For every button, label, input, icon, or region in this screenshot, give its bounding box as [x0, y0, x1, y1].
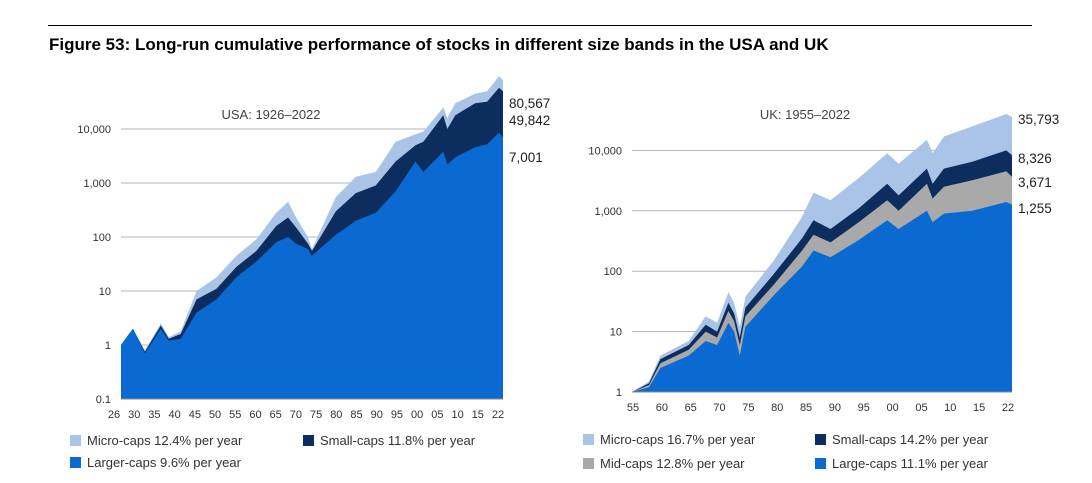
usa-x-tick-label: 95 — [391, 409, 403, 421]
usa-x-tick-label: 90 — [371, 409, 383, 421]
legend-swatch — [70, 457, 81, 468]
usa-y-tick-label: 100 — [93, 232, 111, 244]
uk-y-tick-label: 1,000 — [594, 206, 622, 218]
usa-x-tick-label: 05 — [431, 409, 443, 421]
top-rule — [48, 25, 1032, 26]
uk-y-tick-label: 10 — [610, 327, 622, 339]
uk-y-tick-label: 1 — [616, 387, 622, 399]
uk-x-tick-label: 00 — [886, 402, 898, 414]
uk-x-tick-label: 75 — [742, 402, 754, 414]
uk-x-tick-label: 10 — [944, 402, 956, 414]
uk-x-tick-label: 90 — [829, 402, 841, 414]
uk-x-tick-label: 95 — [858, 402, 870, 414]
usa-y-tick-label: 1,000 — [83, 178, 111, 190]
usa-end-label-micro: 80,567 — [509, 96, 550, 111]
legend-label: Mid-caps 12.8% per year — [600, 456, 745, 471]
uk-end-label-mid: 3,671 — [1018, 175, 1052, 190]
legend-label: Micro-caps 16.7% per year — [600, 432, 756, 447]
legend-label: Micro-caps 12.4% per year — [87, 433, 243, 448]
legend-label: Small-caps 11.8% per year — [320, 433, 476, 448]
uk-legend-small: Small-caps 14.2% per year — [815, 432, 988, 447]
uk-end-label-micro: 35,793 — [1018, 112, 1059, 127]
usa-x-tick-label: 30 — [128, 409, 140, 421]
uk-y-tick-label: 10,000 — [588, 145, 622, 157]
usa-panel-title: USA: 1926–2022 — [221, 107, 320, 122]
usa-x-tick-label: 15 — [472, 409, 484, 421]
usa-end-label-large: 7,001 — [509, 150, 543, 165]
uk-x-tick-label: 65 — [685, 402, 697, 414]
usa-legend-small: Small-caps 11.8% per year — [303, 433, 475, 448]
legend-label: Small-caps 14.2% per year — [832, 432, 989, 447]
uk-x-tick-label: 85 — [800, 402, 812, 414]
usa-x-tick-label: 75 — [310, 409, 322, 421]
legend-swatch — [583, 434, 594, 445]
usa-x-tick-label: 80 — [330, 409, 342, 421]
uk-area-large — [632, 202, 1012, 392]
uk-end-label-small: 8,326 — [1018, 151, 1052, 166]
uk-x-tick-label: 22 — [1002, 402, 1014, 414]
usa-legend-large: Larger-caps 9.6% per year — [70, 455, 241, 470]
uk-x-tick-label: 70 — [713, 402, 725, 414]
usa-x-tick-label: 55 — [229, 409, 241, 421]
uk-y-tick-label: 100 — [604, 266, 622, 278]
uk-legend-large: Large-caps 11.1% per year — [815, 456, 988, 471]
usa-x-tick-label: 22 — [492, 409, 504, 421]
uk-x-tick-label: 15 — [973, 402, 985, 414]
legend-label: Larger-caps 9.6% per year — [87, 455, 241, 470]
usa-x-tick-label: 45 — [189, 409, 201, 421]
uk-x-tick-label: 05 — [915, 402, 927, 414]
legend-swatch — [303, 435, 314, 446]
usa-y-tick-label: 0.1 — [96, 394, 111, 406]
uk-x-tick-label: 60 — [656, 402, 668, 414]
usa-y-tick-label: 10 — [99, 286, 111, 298]
uk-x-tick-label: 80 — [771, 402, 783, 414]
uk-end-label-large: 1,255 — [1018, 201, 1052, 216]
usa-x-tick-label: 40 — [169, 409, 181, 421]
usa-legend-micro: Micro-caps 12.4% per year — [70, 433, 242, 448]
usa-end-label-small: 49,842 — [509, 113, 550, 128]
usa-x-tick-label: 65 — [270, 409, 282, 421]
usa-x-tick-label: 35 — [148, 409, 160, 421]
usa-x-tick-label: 50 — [209, 409, 221, 421]
usa-x-tick-label: 10 — [451, 409, 463, 421]
usa-area-large — [121, 132, 503, 400]
legend-swatch — [583, 458, 594, 469]
usa-x-tick-label: 85 — [350, 409, 362, 421]
usa-x-tick-label: 00 — [411, 409, 423, 421]
legend-swatch — [815, 458, 826, 469]
uk-legend-mid: Mid-caps 12.8% per year — [583, 456, 745, 471]
usa-x-tick-label: 60 — [249, 409, 261, 421]
usa-x-tick-label: 70 — [290, 409, 302, 421]
uk-panel-title: UK: 1955–2022 — [760, 107, 850, 122]
usa-y-tick-label: 10,000 — [77, 124, 111, 136]
uk-x-tick-label: 55 — [627, 402, 639, 414]
legend-swatch — [815, 434, 826, 445]
legend-label: Large-caps 11.1% per year — [832, 456, 988, 471]
figure-title: Figure 53: Long-run cumulative performan… — [49, 35, 829, 54]
uk-legend-micro: Micro-caps 16.7% per year — [583, 432, 755, 447]
usa-y-tick-label: 1 — [105, 340, 111, 352]
legend-swatch — [70, 435, 81, 446]
usa-x-tick-label: 26 — [108, 409, 120, 421]
